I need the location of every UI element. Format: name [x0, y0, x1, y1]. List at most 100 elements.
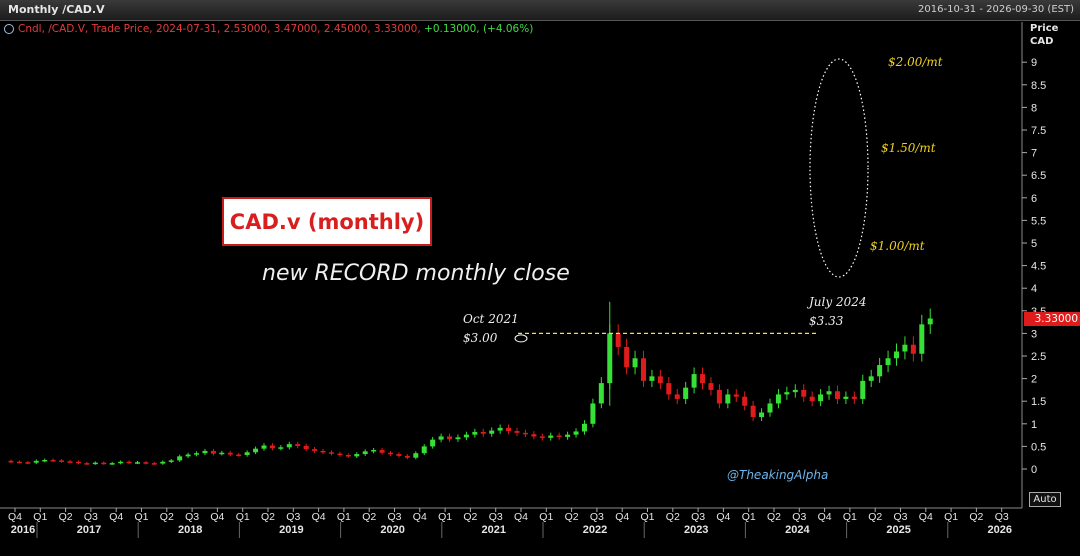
y-tick-label: 6.5	[1031, 170, 1046, 182]
candle-body	[598, 383, 604, 404]
quarter-label: Q1	[843, 511, 857, 523]
candle-body	[624, 346, 630, 368]
candle-body	[337, 453, 343, 456]
quarter-label: Q4	[818, 511, 832, 523]
quarter-label: Q3	[590, 511, 604, 523]
last-price-tag: 3.33000	[1024, 312, 1080, 326]
candle-body	[497, 427, 503, 431]
candle-body	[16, 461, 22, 464]
candle-body	[708, 383, 714, 390]
candle-body	[733, 394, 739, 397]
candle-body	[303, 445, 309, 450]
quarter-label: Q1	[640, 511, 654, 523]
quarter-label: Q3	[185, 511, 199, 523]
candle-body	[455, 437, 461, 440]
y-tick-label: 5.5	[1031, 215, 1046, 227]
candle-body	[135, 462, 140, 464]
candle-body	[101, 462, 107, 465]
year-label: 2021	[482, 524, 506, 536]
candle-body	[556, 435, 562, 438]
quarter-label: Q2	[969, 511, 983, 523]
quarter-label: Q1	[134, 511, 148, 523]
auto-scale-button[interactable]: Auto	[1029, 492, 1061, 507]
quarter-label: Q4	[716, 511, 730, 523]
year-label: 2016	[11, 524, 35, 536]
candle-body	[320, 450, 326, 453]
candle-body	[50, 459, 56, 462]
candle-body	[801, 389, 807, 397]
year-label: 2024	[785, 524, 810, 536]
year-label: 2025	[886, 524, 910, 536]
candle-body	[750, 405, 756, 418]
candle-body	[860, 380, 866, 399]
y-tick-label: 2	[1031, 374, 1037, 386]
series-settings-icon[interactable]	[4, 24, 14, 34]
candle-body	[236, 454, 242, 457]
candle-body	[388, 452, 393, 455]
candle-body	[278, 447, 284, 449]
candle-body	[826, 391, 832, 395]
candle-body	[489, 430, 495, 434]
author-watermark: @TheakingAlpha	[727, 468, 829, 482]
quarter-label: Q2	[261, 511, 275, 523]
candle-body	[792, 389, 798, 393]
quarter-label: Q3	[691, 511, 705, 523]
candle-body	[354, 454, 360, 457]
candle-body	[759, 412, 765, 418]
candle-body	[362, 451, 368, 455]
july-2024-label: July 2024	[809, 295, 867, 309]
quarter-label: Q1	[438, 511, 452, 523]
candle-body	[641, 358, 646, 381]
candle-body	[328, 452, 334, 454]
candle-body	[253, 448, 259, 453]
candle-body	[295, 444, 301, 446]
candle-body	[185, 454, 191, 457]
quarter-label: Q2	[160, 511, 174, 523]
candle-body	[261, 445, 267, 449]
candle-body	[657, 376, 663, 384]
quarter-label: Q1	[337, 511, 351, 523]
candle-body	[109, 463, 115, 465]
y-tick-label: 0	[1031, 464, 1037, 476]
price-axis-currency: CAD	[1030, 36, 1054, 47]
quarter-label: Q1	[944, 511, 958, 523]
quarter-label: Q2	[463, 511, 477, 523]
quarter-label: Q3	[84, 511, 98, 523]
price-axis-title: Price	[1030, 23, 1059, 34]
window-title-bar: Monthly /CAD.V 2016-10-31 - 2026-09-30 (…	[0, 0, 1080, 21]
candle-body	[42, 459, 48, 462]
y-tick-label: 8.5	[1031, 80, 1046, 92]
oct-2021-value: $3.00	[463, 331, 498, 345]
y-tick-label: 6	[1031, 193, 1037, 205]
candle-body	[67, 461, 73, 463]
candle-body	[75, 461, 81, 464]
candle-body	[700, 374, 706, 384]
quarter-label: Q3	[995, 511, 1009, 523]
candle-body	[421, 446, 427, 454]
candle-body	[59, 460, 65, 462]
oct-2021-marker	[514, 334, 528, 343]
candle-body	[877, 365, 883, 377]
candle-body	[683, 387, 689, 399]
candle-body	[581, 423, 587, 432]
y-tick-label: 4.5	[1031, 261, 1046, 273]
quarter-label: Q4	[514, 511, 528, 523]
candle-body	[143, 462, 149, 464]
candle-body	[25, 462, 31, 464]
chart-annotation-box: CAD.v (monthly)	[222, 197, 432, 246]
candle-body	[674, 394, 680, 399]
quarter-label: Q2	[59, 511, 73, 523]
quarter-label: Q3	[792, 511, 806, 523]
target-mid-label: $1.50/mt	[881, 141, 936, 155]
candle-body	[885, 358, 891, 366]
quarter-label: Q4	[615, 511, 629, 523]
y-tick-label: 4	[1031, 283, 1037, 295]
candle-body	[126, 461, 132, 464]
candle-body	[151, 463, 157, 465]
candle-body	[480, 431, 486, 434]
y-tick-label: 2.5	[1031, 351, 1046, 363]
quarter-label: Q4	[8, 511, 22, 523]
candle-body	[548, 435, 554, 438]
y-tick-label: 8	[1031, 102, 1037, 114]
candle-body	[244, 452, 250, 455]
